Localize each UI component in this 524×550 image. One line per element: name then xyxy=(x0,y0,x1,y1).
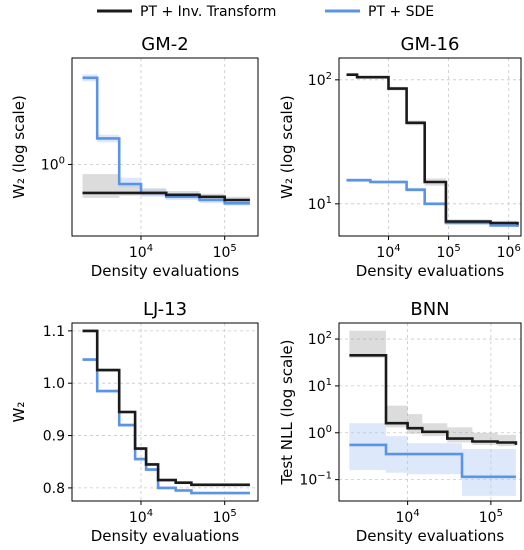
x-axis-label: Density evaluations xyxy=(91,527,240,545)
x-tick-label: 105 xyxy=(213,508,237,526)
chart-title: BNN xyxy=(410,299,449,320)
y-tick-label: 102 xyxy=(308,71,332,89)
series-line xyxy=(349,354,518,445)
panel-bnn: 104 105 10−1 100 101 102 BNN Density evaluation… xyxy=(278,299,522,545)
series-line xyxy=(346,73,519,225)
x-axis-label: Density evaluations xyxy=(91,262,240,280)
panel-lj-13: 104 105 0.8 0.9 1.0 1.1 LJ-13 Density evaluatio… xyxy=(10,299,259,545)
chart-title: LJ-13 xyxy=(143,299,187,320)
y-tick-label: 1.1 xyxy=(43,324,65,340)
y-axis-label: W₂ (log scale) xyxy=(278,95,296,199)
chart-panels: 104 105 100 GM-2 Density evaluations W₂ (log … xyxy=(10,34,522,545)
y-tick-label: 100 xyxy=(308,424,332,442)
series-line xyxy=(346,178,519,227)
y-tick-label: 10−1 xyxy=(299,471,332,489)
x-tick-label: 106 xyxy=(497,243,521,261)
panel-gm-16: 104 105 106 101 102 GM-16 Density evaluations W… xyxy=(278,34,522,280)
y-tick-label: 100 xyxy=(41,155,65,173)
y-axis-label: W₂ xyxy=(10,402,28,423)
plot-frame xyxy=(338,322,522,502)
x-tick-label: 105 xyxy=(437,243,461,261)
y-axis-label: W₂ (log scale) xyxy=(10,95,28,199)
chart-title: GM-2 xyxy=(141,34,188,55)
x-tick-label: 104 xyxy=(129,243,153,261)
x-axis-label: Density evaluations xyxy=(356,527,505,545)
x-tick-label: 104 xyxy=(129,508,153,526)
series-line xyxy=(349,443,516,479)
confidence-band xyxy=(82,74,250,206)
plot-frame xyxy=(71,57,259,237)
x-tick-label: 104 xyxy=(396,508,420,526)
y-tick-label: 101 xyxy=(308,377,332,395)
x-tick-label: 105 xyxy=(479,508,503,526)
y-tick-label: 102 xyxy=(308,330,332,348)
chart-title: GM-16 xyxy=(401,34,460,55)
series-line xyxy=(82,329,250,487)
legend: PT + Inv. Transform PT + SDE xyxy=(97,4,434,20)
legend-label-inv-transform: PT + Inv. Transform xyxy=(140,4,276,20)
legend-label-sde: PT + SDE xyxy=(368,4,434,20)
x-tick-label: 104 xyxy=(376,243,400,261)
y-axis-label: Test NLL (log scale) xyxy=(278,340,296,486)
x-tick-label: 105 xyxy=(213,243,237,261)
x-axis-label: Density evaluations xyxy=(356,262,505,280)
y-tick-label: 0.8 xyxy=(43,481,65,497)
plot-frame xyxy=(71,322,259,502)
y-tick-label: 1.0 xyxy=(43,376,65,392)
series-line xyxy=(82,191,250,202)
plot-frame xyxy=(338,57,522,237)
y-tick-label: 101 xyxy=(308,195,332,213)
confidence-band xyxy=(82,174,250,203)
y-tick-label: 0.9 xyxy=(43,429,65,445)
panel-gm-2: 104 105 100 GM-2 Density evaluations W₂ (log … xyxy=(10,34,259,280)
